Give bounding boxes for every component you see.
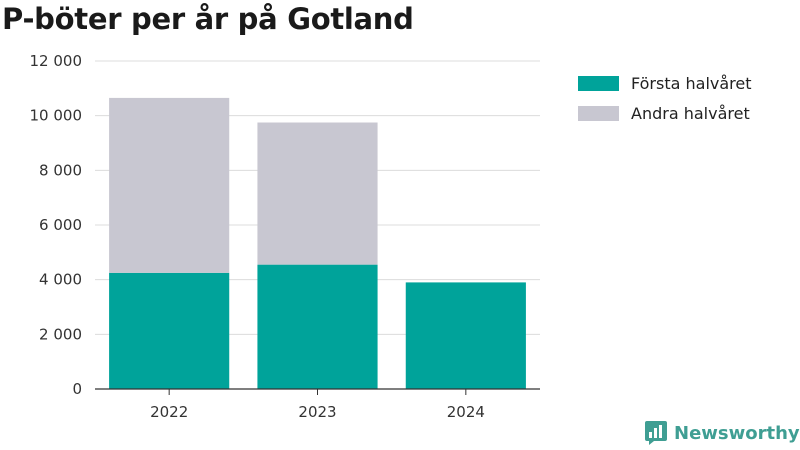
y-tick-label: 6 000 bbox=[39, 216, 82, 234]
y-tick-label: 8 000 bbox=[39, 161, 82, 179]
legend-item-andra-halvaret[interactable]: Andra halvåret bbox=[578, 98, 752, 128]
bars bbox=[109, 97, 526, 389]
y-axis-tick-labels: 0 2 000 4 000 6 000 8 000 10 000 12 000 bbox=[30, 52, 83, 398]
bar-2023-series-1[interactable] bbox=[257, 264, 378, 389]
bar-2022-series-2[interactable] bbox=[109, 97, 230, 273]
newsworthy-logo-icon bbox=[645, 421, 667, 445]
legend-label-forsta-halvaret: Första halvåret bbox=[631, 73, 752, 93]
legend-label-andra-halvaret: Andra halvåret bbox=[631, 103, 750, 123]
y-tick-label: 0 bbox=[72, 380, 82, 398]
legend-swatch-forsta-halvaret bbox=[578, 75, 619, 91]
legend-item-forsta-halvaret[interactable]: Första halvåret bbox=[578, 68, 752, 98]
brand-name: Newsworthy bbox=[674, 422, 800, 444]
newsworthy-brand[interactable]: Newsworthy bbox=[644, 420, 800, 446]
x-tick-label: 2023 bbox=[298, 403, 336, 421]
y-tick-label: 4 000 bbox=[39, 271, 82, 289]
bar-2022-series-1[interactable] bbox=[109, 272, 230, 389]
legend-swatch-andra-halvaret bbox=[578, 105, 619, 121]
y-tick-label: 12 000 bbox=[30, 52, 83, 70]
bar-2023-series-2[interactable] bbox=[257, 122, 378, 265]
bar-2024-series-1[interactable] bbox=[405, 282, 526, 389]
x-tick-label: 2024 bbox=[447, 403, 485, 421]
legend: Första halvåret Andra halvåret bbox=[578, 68, 752, 128]
x-axis: 2022 2023 2024 bbox=[95, 388, 540, 421]
x-tick-label: 2022 bbox=[150, 403, 188, 421]
y-tick-label: 2 000 bbox=[39, 325, 82, 343]
chart-title: P-böter per år på Gotland bbox=[2, 2, 414, 36]
y-tick-label: 10 000 bbox=[30, 107, 83, 125]
